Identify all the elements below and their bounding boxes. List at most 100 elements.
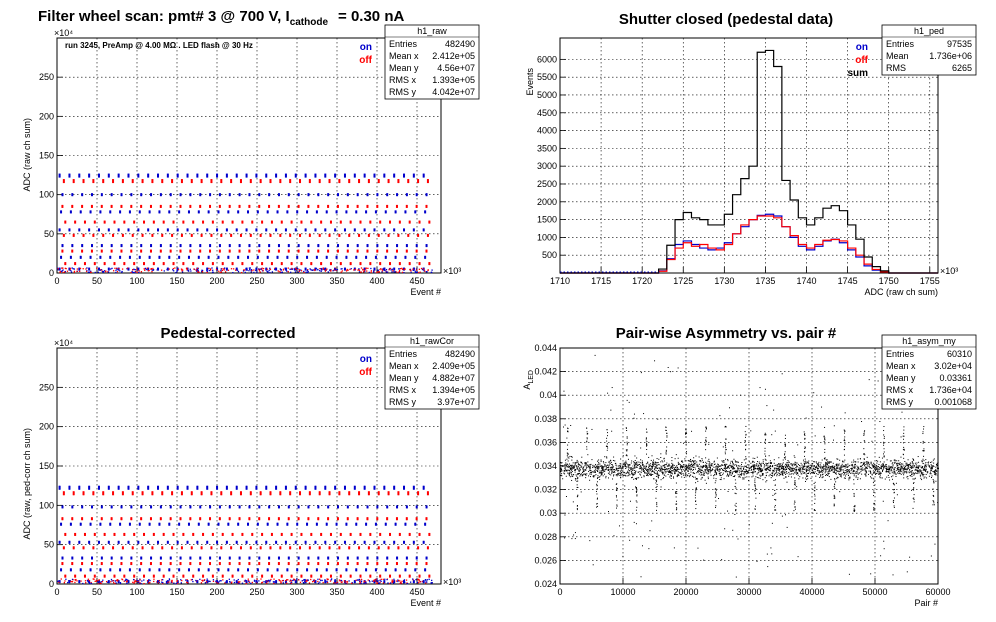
point-on (216, 485, 218, 490)
point-low (218, 581, 220, 583)
point-on (60, 255, 62, 259)
point-on (395, 210, 397, 214)
y-tick-label: 2000 (537, 197, 557, 207)
point-on (225, 540, 228, 544)
point (688, 467, 690, 469)
point-low (307, 579, 309, 581)
point-on (118, 173, 120, 178)
point-low (136, 268, 138, 270)
point (909, 469, 911, 471)
point-low (149, 579, 151, 582)
x-tick-label: 100 (129, 276, 144, 286)
point (853, 459, 855, 461)
point (901, 463, 903, 465)
point (847, 471, 849, 473)
point-on (91, 505, 94, 509)
point-off (112, 546, 114, 550)
point (892, 462, 894, 464)
point-on (199, 193, 201, 197)
point-low (385, 268, 388, 271)
point-off (163, 532, 165, 536)
point-off (418, 574, 420, 578)
point-low (181, 271, 184, 273)
point (729, 474, 731, 476)
point (609, 469, 611, 471)
point (665, 475, 667, 477)
point (696, 478, 698, 480)
point-on (88, 228, 91, 232)
point (864, 469, 866, 471)
point-on (268, 193, 270, 197)
point (757, 465, 759, 467)
stats-value: 97535 (947, 39, 972, 49)
point-on (355, 210, 358, 214)
point-off (386, 249, 388, 253)
point-off (311, 574, 313, 578)
point-off (359, 574, 361, 578)
point (891, 467, 893, 469)
point (859, 478, 861, 480)
point-on (344, 228, 346, 232)
point (642, 468, 644, 470)
point (595, 474, 597, 476)
point-on (169, 193, 172, 197)
point-off (280, 233, 282, 237)
point-low (397, 271, 399, 274)
point-low (172, 269, 174, 271)
point-low (151, 269, 153, 271)
point-on (79, 255, 82, 259)
point-on (78, 228, 80, 232)
point (880, 468, 882, 470)
point-on (249, 244, 251, 248)
point-on (91, 193, 94, 197)
point-off (298, 562, 300, 566)
point (866, 461, 868, 463)
point-off (406, 562, 408, 566)
point (598, 472, 600, 474)
point-off (221, 220, 224, 224)
point-off (405, 562, 408, 566)
point-off (429, 262, 431, 266)
point (866, 463, 868, 465)
point (657, 467, 659, 469)
point-low (266, 582, 268, 584)
point (857, 466, 859, 468)
point-low (189, 268, 191, 270)
point (824, 467, 826, 469)
point (678, 471, 680, 473)
point-low (115, 267, 118, 269)
point-off (61, 562, 63, 566)
point-on (69, 540, 71, 544)
point-on (257, 568, 259, 572)
point-off (279, 491, 281, 496)
point-low (343, 580, 346, 582)
point-low (380, 580, 382, 582)
point (811, 472, 813, 474)
point-off (101, 204, 103, 208)
point-on (130, 556, 132, 560)
point-low (386, 578, 388, 581)
point (596, 465, 598, 467)
point-on (288, 244, 290, 248)
point (713, 477, 715, 479)
point (732, 463, 734, 465)
point-on (187, 267, 189, 271)
point-low (329, 269, 331, 271)
point-on (107, 540, 110, 544)
point-off (179, 562, 181, 566)
point (924, 476, 926, 478)
point (891, 463, 893, 465)
point (866, 472, 868, 474)
point (671, 473, 673, 475)
point-on (107, 580, 110, 584)
point-low (413, 267, 415, 269)
point-low (228, 578, 230, 580)
point (574, 479, 576, 481)
point (866, 467, 868, 469)
point (689, 467, 691, 469)
point-off (152, 179, 154, 184)
point-low (405, 579, 408, 581)
point-low (173, 582, 175, 584)
point (887, 471, 889, 473)
point-off (417, 233, 420, 237)
